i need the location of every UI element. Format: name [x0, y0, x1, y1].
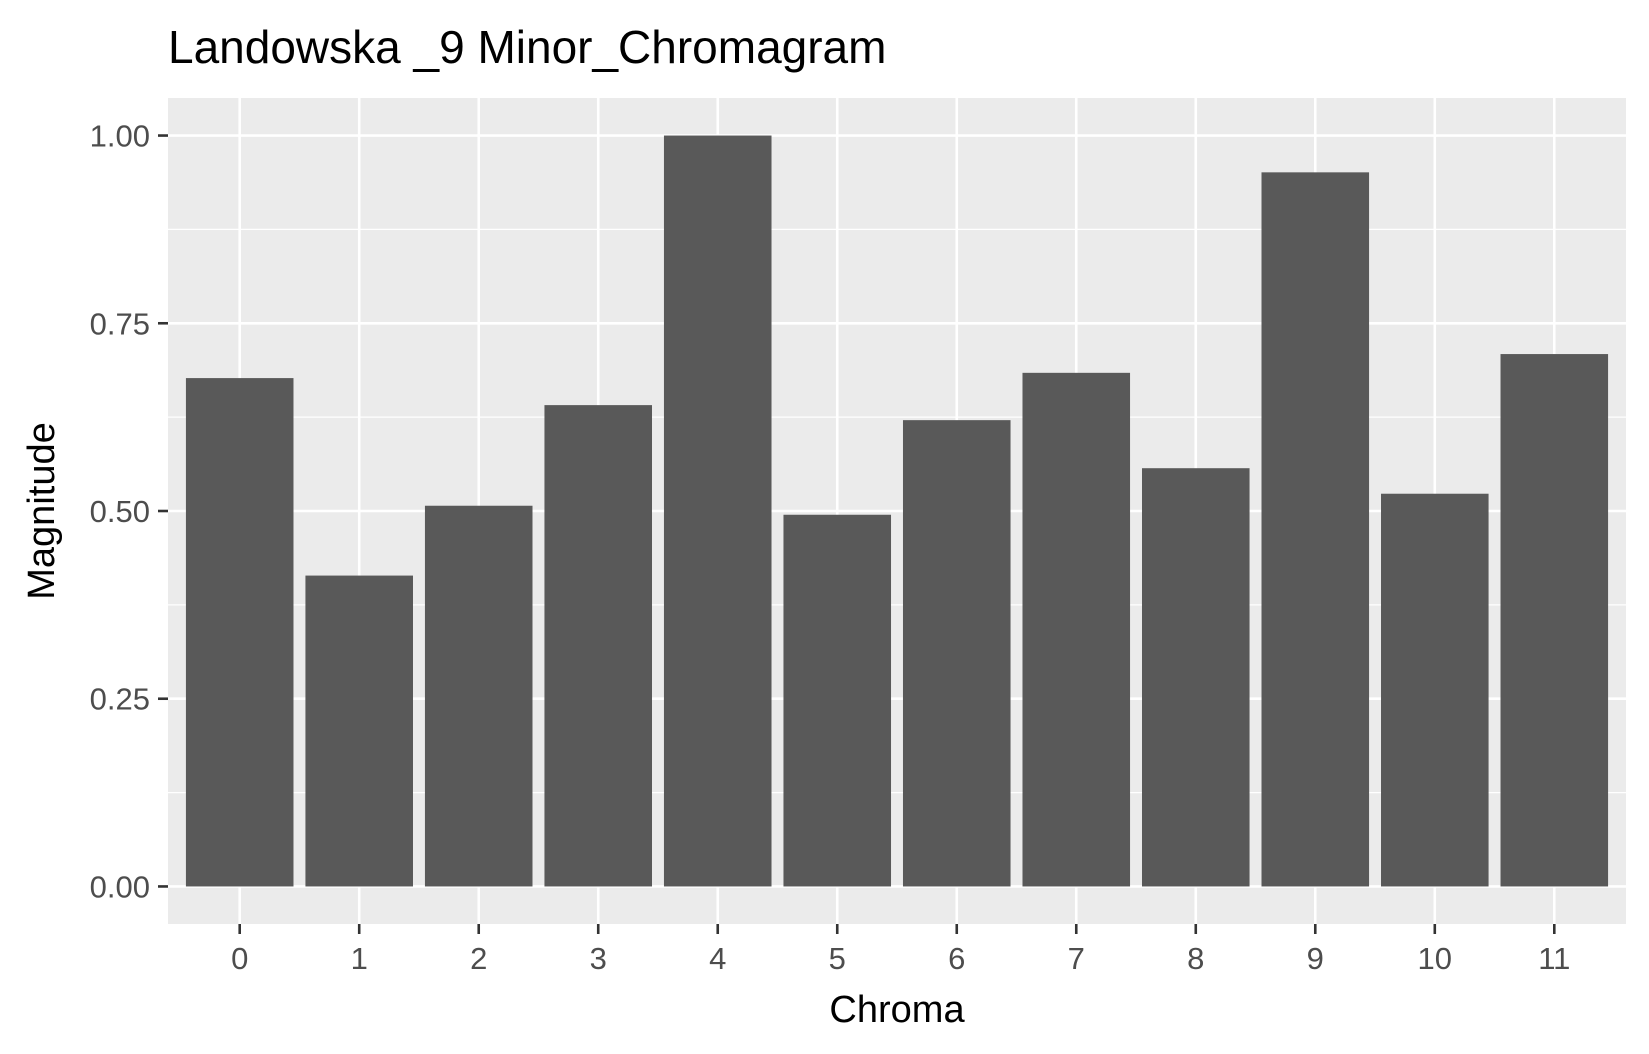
- bar-chroma-10: [1381, 493, 1489, 887]
- bar-chroma-8: [1141, 468, 1250, 887]
- y-tick-label: 0.00: [90, 869, 150, 904]
- bars: [185, 135, 1609, 887]
- y-tick-label: 0.50: [90, 494, 150, 529]
- bar-chroma-6: [902, 420, 1011, 887]
- bar-chroma-4: [663, 135, 772, 887]
- bar-chroma-11: [1500, 354, 1609, 887]
- y-axis: 0.00 0.25 0.50 0.75 1.00: [90, 119, 168, 904]
- x-tick-label: 10: [1418, 941, 1452, 976]
- y-tick-label: 1.00: [90, 119, 150, 154]
- x-tick-label: 3: [590, 941, 607, 976]
- bar-chroma-7: [1022, 372, 1131, 887]
- x-tick-label: 11: [1538, 941, 1570, 976]
- bar-chroma-3: [544, 405, 653, 887]
- x-tick-label: 8: [1187, 941, 1204, 976]
- bar-chroma-1: [305, 575, 413, 887]
- x-tick-label: 6: [948, 941, 965, 976]
- x-axis: 0 1 2 3 4 5 6 7 8 9 10 11: [231, 924, 1570, 976]
- bar-chroma-0: [185, 378, 294, 887]
- y-axis-label: Magnitude: [21, 422, 63, 599]
- x-tick-label: 5: [829, 941, 846, 976]
- x-tick-label: 9: [1307, 941, 1324, 976]
- x-tick-label: 1: [351, 941, 368, 976]
- bar-chroma-5: [783, 514, 892, 887]
- x-axis-label: Chroma: [829, 989, 965, 1031]
- y-tick-label: 0.75: [90, 306, 150, 341]
- chart-title: Landowska _9 Minor_Chromagram: [168, 21, 886, 73]
- y-tick-label: 0.25: [90, 682, 150, 717]
- x-tick-label: 0: [231, 941, 248, 976]
- bar-chroma-2: [424, 505, 533, 887]
- x-tick-label: 4: [709, 941, 726, 976]
- x-tick-label: 2: [470, 941, 487, 976]
- bar-chroma-9: [1261, 172, 1370, 887]
- x-tick-label: 7: [1068, 941, 1085, 976]
